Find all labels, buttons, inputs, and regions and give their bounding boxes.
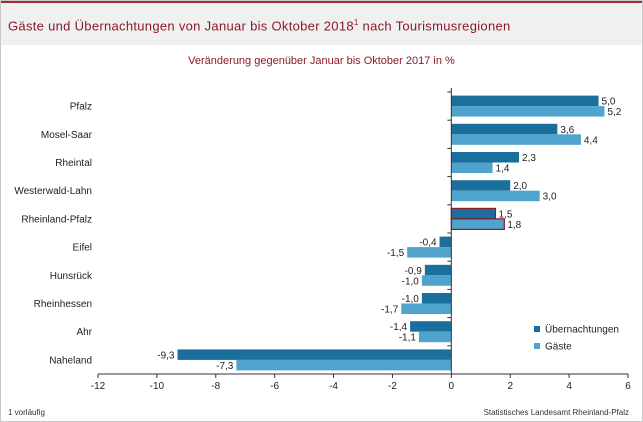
legend-label: Gäste: [545, 342, 572, 353]
data-label: -1,0: [402, 294, 420, 305]
category-label: Rheinhessen: [34, 299, 92, 310]
top-rule: [0, 0, 643, 3]
header-band: Gäste und Übernachtungen von Januar bis …: [0, 3, 643, 45]
bar-uebernachtungen: [451, 123, 558, 135]
bar-uebernachtungen: [451, 152, 520, 163]
title-text: Gäste und Übernachtungen von Januar bis …: [8, 18, 354, 34]
bar-uebernachtungen: [421, 293, 452, 304]
category-label: Westerwald-Lahn: [14, 186, 92, 197]
x-tick-label: -12: [91, 381, 106, 392]
data-label: -1,1: [399, 333, 417, 344]
bar-gaeste: [451, 162, 493, 173]
data-label: 3,0: [543, 192, 557, 203]
bar-gaeste: [407, 247, 452, 258]
page-title: Gäste und Übernachtungen von Januar bis …: [8, 18, 511, 33]
x-tick-label: 2: [507, 381, 513, 392]
bar-gaeste: [421, 275, 452, 286]
x-tick-label: -10: [150, 381, 165, 392]
category-label: Ahr: [76, 327, 92, 338]
data-label: -1,5: [387, 248, 405, 259]
data-label: 3,6: [560, 125, 574, 136]
data-label: -7,3: [216, 361, 234, 372]
data-label: 2,0: [513, 181, 527, 192]
data-label: -1,4: [390, 322, 408, 333]
category-label: Mosel-Saar: [41, 130, 93, 141]
x-tick-label: -4: [329, 381, 338, 392]
category-label: Eifel: [73, 243, 92, 254]
legend-label: Übernachtungen: [545, 324, 619, 336]
data-label: 2,3: [522, 153, 536, 164]
title-suffix: nach Tourismusregionen: [358, 18, 511, 34]
source-credit: Statistisches Landesamt Rheinland-Pfalz: [483, 408, 629, 417]
bar-gaeste: [451, 106, 605, 117]
data-label: -0,4: [419, 238, 437, 249]
bar-gaeste: [401, 303, 452, 314]
data-label: 5,2: [607, 107, 621, 118]
data-label: -9,3: [157, 350, 175, 361]
bar-uebernachtungen: [450, 207, 497, 220]
category-label: Naheland: [49, 355, 92, 366]
data-label: 1,5: [499, 209, 513, 220]
legend-swatch: [534, 343, 540, 349]
bar-uebernachtungen: [410, 321, 452, 332]
bar-uebernachtungen: [451, 95, 599, 107]
data-label: 1,8: [507, 220, 521, 231]
category-label: Hunsrück: [50, 271, 93, 282]
data-label: 5,0: [602, 97, 616, 108]
bar-uebernachtungen: [439, 236, 452, 248]
category-label: Rheinland-Pfalz: [21, 214, 92, 225]
bar-gaeste: [418, 331, 452, 343]
data-label: 1,4: [496, 164, 510, 175]
bar-uebernachtungen: [177, 349, 452, 360]
bar-uebernachtungen: [424, 264, 452, 276]
bar-gaeste: [450, 218, 505, 230]
x-tick-label: -8: [211, 381, 220, 392]
footnote: 1 vorläufig: [8, 408, 45, 417]
x-tick-label: -2: [388, 381, 397, 392]
data-label: -0,9: [405, 266, 423, 277]
data-label: -1,7: [381, 305, 399, 316]
data-label: -1,0: [402, 276, 420, 287]
bar-gaeste: [451, 134, 581, 145]
category-label: Rheintal: [55, 158, 92, 169]
bar-gaeste: [236, 359, 452, 371]
x-tick-label: 0: [449, 381, 455, 392]
bar-uebernachtungen: [451, 180, 511, 191]
chart-subtitle: Veränderung gegenüber Januar bis Oktober…: [188, 55, 455, 67]
x-tick-label: 6: [625, 381, 631, 392]
x-tick-label: 4: [566, 381, 572, 392]
x-tick-label: -6: [270, 381, 279, 392]
category-label: Pfalz: [70, 102, 92, 113]
bar-gaeste: [451, 190, 540, 202]
title-footnote-mark: 1: [353, 18, 359, 27]
data-label: 4,4: [584, 135, 598, 146]
legend-swatch: [534, 326, 540, 332]
